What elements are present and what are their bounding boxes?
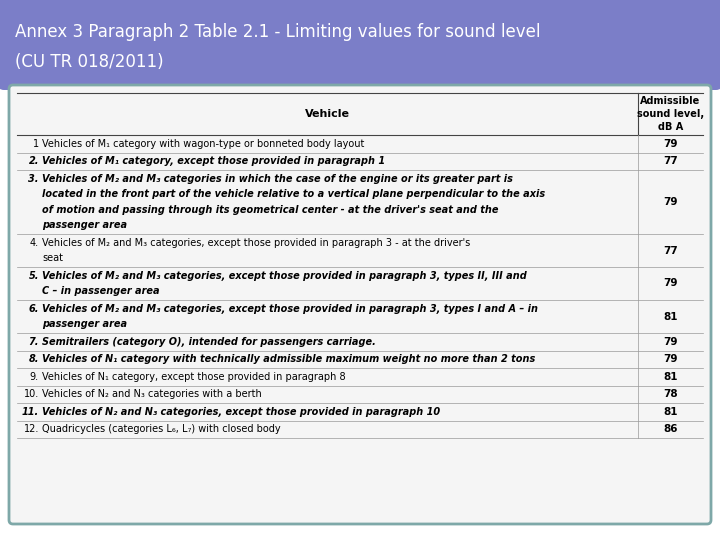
Text: 86: 86 xyxy=(663,424,678,434)
Text: 6.: 6. xyxy=(29,303,39,314)
Text: 81: 81 xyxy=(663,312,678,321)
Text: Admissible
sound level,
dB A: Admissible sound level, dB A xyxy=(637,96,704,132)
FancyBboxPatch shape xyxy=(9,85,711,524)
Text: Vehicles of M₁ category with wagon-type or bonneted body layout: Vehicles of M₁ category with wagon-type … xyxy=(42,139,364,148)
Text: 81: 81 xyxy=(663,372,678,382)
Text: Vehicles of N₁ category, except those provided in paragraph 8: Vehicles of N₁ category, except those pr… xyxy=(42,372,346,382)
Text: Vehicles of N₂ and N₃ categories, except those provided in paragraph 10: Vehicles of N₂ and N₃ categories, except… xyxy=(42,407,440,416)
Text: 7.: 7. xyxy=(29,336,39,347)
Text: 77: 77 xyxy=(663,246,678,255)
Text: 3.: 3. xyxy=(29,173,39,184)
Text: 2.: 2. xyxy=(29,156,39,166)
Text: Vehicles of N₁ category with technically admissible maximum weight no more than : Vehicles of N₁ category with technically… xyxy=(42,354,535,364)
Text: Semitrailers (category O), intended for passengers carriage.: Semitrailers (category O), intended for … xyxy=(42,336,376,347)
Text: 79: 79 xyxy=(663,197,678,207)
Text: passenger area: passenger area xyxy=(42,319,127,329)
Text: passenger area: passenger area xyxy=(42,220,127,230)
Text: 78: 78 xyxy=(663,389,678,399)
Text: Vehicles of M₂ and M₃ categories, except those provided in paragraph 3 - at the : Vehicles of M₂ and M₃ categories, except… xyxy=(42,238,470,247)
Text: 10.: 10. xyxy=(24,389,39,399)
Text: 79: 79 xyxy=(663,139,678,148)
Text: 4.: 4. xyxy=(30,238,39,247)
Text: Vehicles of M₂ and M₃ categories in which the case of the engine or its greater : Vehicles of M₂ and M₃ categories in whic… xyxy=(42,173,513,184)
Text: 8.: 8. xyxy=(29,354,39,364)
Text: seat: seat xyxy=(42,253,63,263)
Text: 5.: 5. xyxy=(29,271,39,280)
Text: Vehicles of M₁ category, except those provided in paragraph 1: Vehicles of M₁ category, except those pr… xyxy=(42,156,385,166)
Text: Vehicle: Vehicle xyxy=(305,109,350,119)
Text: 79: 79 xyxy=(663,279,678,288)
Text: located in the front part of the vehicle relative to a vertical plane perpendicu: located in the front part of the vehicle… xyxy=(42,189,545,199)
Text: 79: 79 xyxy=(663,354,678,364)
Text: 12.: 12. xyxy=(24,424,39,434)
Text: 77: 77 xyxy=(663,156,678,166)
Text: 81: 81 xyxy=(663,407,678,417)
Text: of motion and passing through its geometrical center - at the driver's seat and : of motion and passing through its geomet… xyxy=(42,205,498,214)
Text: 9.: 9. xyxy=(30,372,39,382)
Text: Annex 3 Paragraph 2 Table 2.1 - Limiting values for sound level: Annex 3 Paragraph 2 Table 2.1 - Limiting… xyxy=(15,23,541,41)
Text: Vehicles of M₂ and M₃ categories, except those provided in paragraph 3, types I : Vehicles of M₂ and M₃ categories, except… xyxy=(42,303,538,314)
Text: (CU TR 018/2011): (CU TR 018/2011) xyxy=(15,53,163,71)
Text: 1: 1 xyxy=(33,139,39,148)
Text: 79: 79 xyxy=(663,337,678,347)
FancyBboxPatch shape xyxy=(0,0,720,90)
Text: 11.: 11. xyxy=(22,407,39,416)
Text: Vehicles of N₂ and N₃ categories with a berth: Vehicles of N₂ and N₃ categories with a … xyxy=(42,389,262,399)
Text: Vehicles of M₂ and M₃ categories, except those provided in paragraph 3, types II: Vehicles of M₂ and M₃ categories, except… xyxy=(42,271,527,280)
Text: C – in passenger area: C – in passenger area xyxy=(42,286,160,296)
Text: Quadricycles (categories L₆, L₇) with closed body: Quadricycles (categories L₆, L₇) with cl… xyxy=(42,424,281,434)
